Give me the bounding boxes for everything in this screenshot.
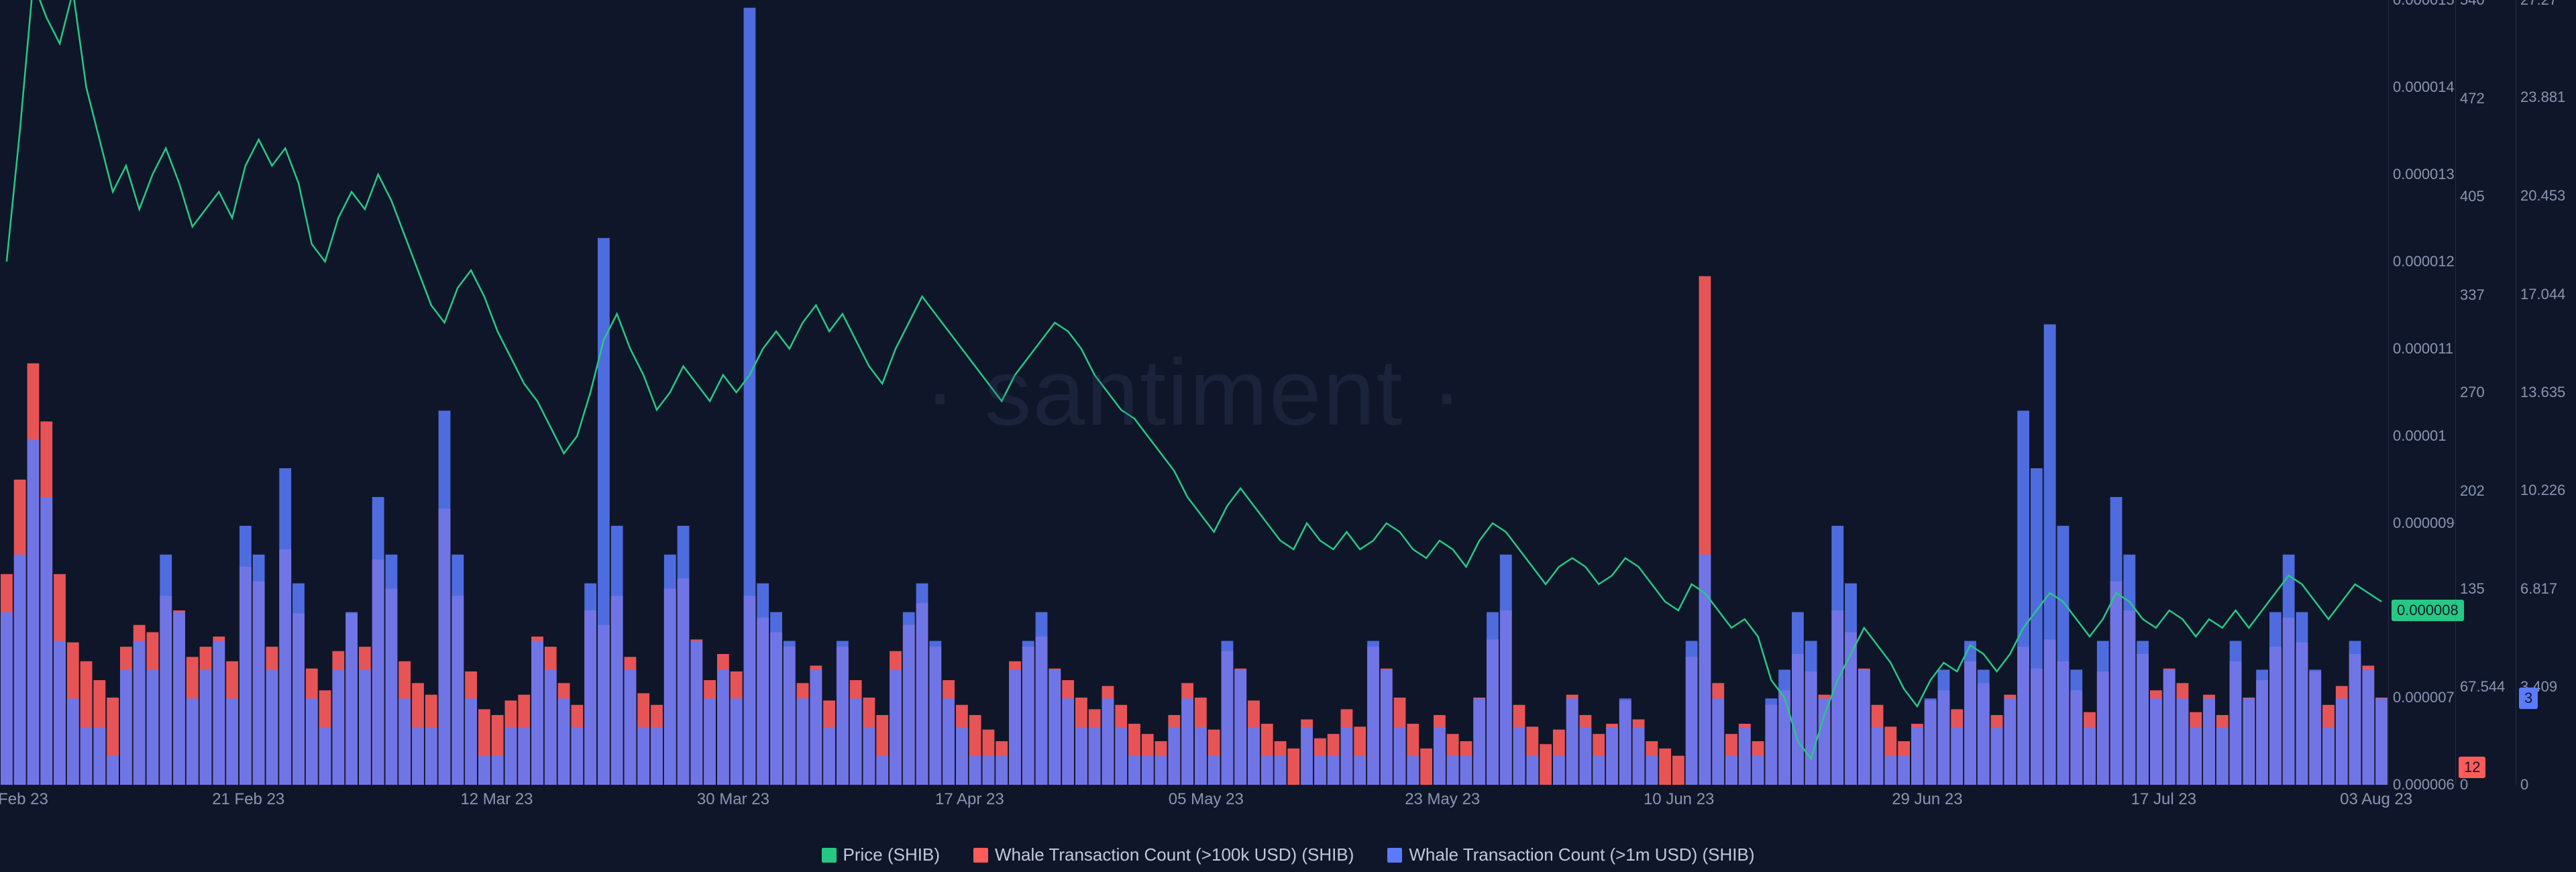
y-tick-label: 0 [2460, 776, 2468, 794]
x-tick-label: 29 Jun 23 [1892, 790, 1962, 809]
y-tick-label: 135 [2460, 580, 2485, 598]
y-axes-group: 0.0000060.0000070.0000080.0000090.000010… [2388, 0, 2576, 785]
x-tick-label: 23 May 23 [1405, 790, 1480, 809]
y-tick-label: 540 [2460, 0, 2485, 9]
y-tick-label: 13.635 [2520, 384, 2565, 401]
y-tick-label: 0.000007 [2393, 689, 2455, 706]
chart-svg [0, 0, 2388, 785]
x-tick-label: 05 May 23 [1169, 790, 1244, 809]
y-tick-label: 0 [2520, 776, 2528, 794]
x-tick-label: 03 Feb 23 [0, 790, 48, 809]
y-axis-whale1m: 03.4096.81710.22613.63517.04420.45323.88… [2516, 0, 2576, 785]
legend-item-whale1m[interactable]: Whale Transaction Count (>1m USD) (SHIB) [1387, 844, 1754, 865]
y-tick-label: 0.00001 [2393, 427, 2447, 445]
y-tick-label: 0.000013 [2393, 166, 2455, 183]
legend-label-price: Price (SHIB) [843, 844, 940, 865]
legend-label-whale1m: Whale Transaction Count (>1m USD) (SHIB) [1409, 844, 1754, 865]
y-tick-label: 6.817 [2520, 580, 2557, 598]
y-tick-label: 405 [2460, 188, 2485, 205]
y-current-value-badge: 12 [2459, 757, 2485, 778]
x-axis: 03 Feb 23 21 Feb 23 12 Mar 23 30 Mar 23 17 A… [0, 785, 2388, 812]
y-tick-label: 270 [2460, 384, 2485, 401]
legend-swatch-price [822, 848, 837, 863]
legend-item-price[interactable]: Price (SHIB) [822, 844, 940, 865]
x-tick-label: 21 Feb 23 [212, 790, 284, 809]
y-tick-label: 17.044 [2520, 286, 2565, 303]
legend-label-whale100k: Whale Transaction Count (>100k USD) (SHI… [995, 844, 1354, 865]
y-tick-label: 0.000011 [2393, 340, 2453, 358]
y-axis-price: 0.0000060.0000070.0000080.0000090.000010… [2388, 0, 2455, 785]
x-tick-label: 12 Mar 23 [460, 790, 533, 809]
y-axis-whale100k: 067.54413520227033740547254012 [2455, 0, 2516, 785]
y-tick-label: 10.226 [2520, 482, 2565, 499]
x-tick-label: 17 Jul 23 [2131, 790, 2196, 809]
legend-swatch-whale100k [973, 848, 988, 863]
legend-item-whale100k[interactable]: Whale Transaction Count (>100k USD) (SHI… [973, 844, 1354, 865]
y-tick-label: 23.881 [2520, 89, 2565, 106]
y-tick-label: 0.000012 [2393, 253, 2455, 270]
x-tick-label: 03 Aug 23 [2340, 790, 2412, 809]
y-tick-label: 27.27 [2520, 0, 2557, 9]
y-tick-label: 0.000014 [2393, 78, 2455, 96]
y-tick-label: 20.453 [2520, 187, 2565, 205]
y-tick-label: 337 [2460, 286, 2485, 304]
y-tick-label: 67.544 [2460, 678, 2505, 696]
y-tick-label: 0.000009 [2393, 514, 2455, 532]
y-current-value-badge: 0.000008 [2392, 600, 2464, 621]
x-tick-label: 17 Apr 23 [935, 790, 1004, 809]
chart-legend: Price (SHIB) Whale Transaction Count (>1… [0, 844, 2576, 865]
y-tick-label: 0.000015 [2393, 0, 2455, 9]
y-tick-label: 202 [2460, 482, 2485, 500]
x-tick-label: 10 Jun 23 [1644, 790, 1714, 809]
chart-plot-area[interactable]: santiment [0, 0, 2388, 785]
y-current-value-badge: 3 [2519, 688, 2538, 709]
legend-swatch-whale1m [1387, 848, 1402, 863]
y-tick-label: 472 [2460, 90, 2485, 107]
x-tick-label: 30 Mar 23 [697, 790, 769, 809]
